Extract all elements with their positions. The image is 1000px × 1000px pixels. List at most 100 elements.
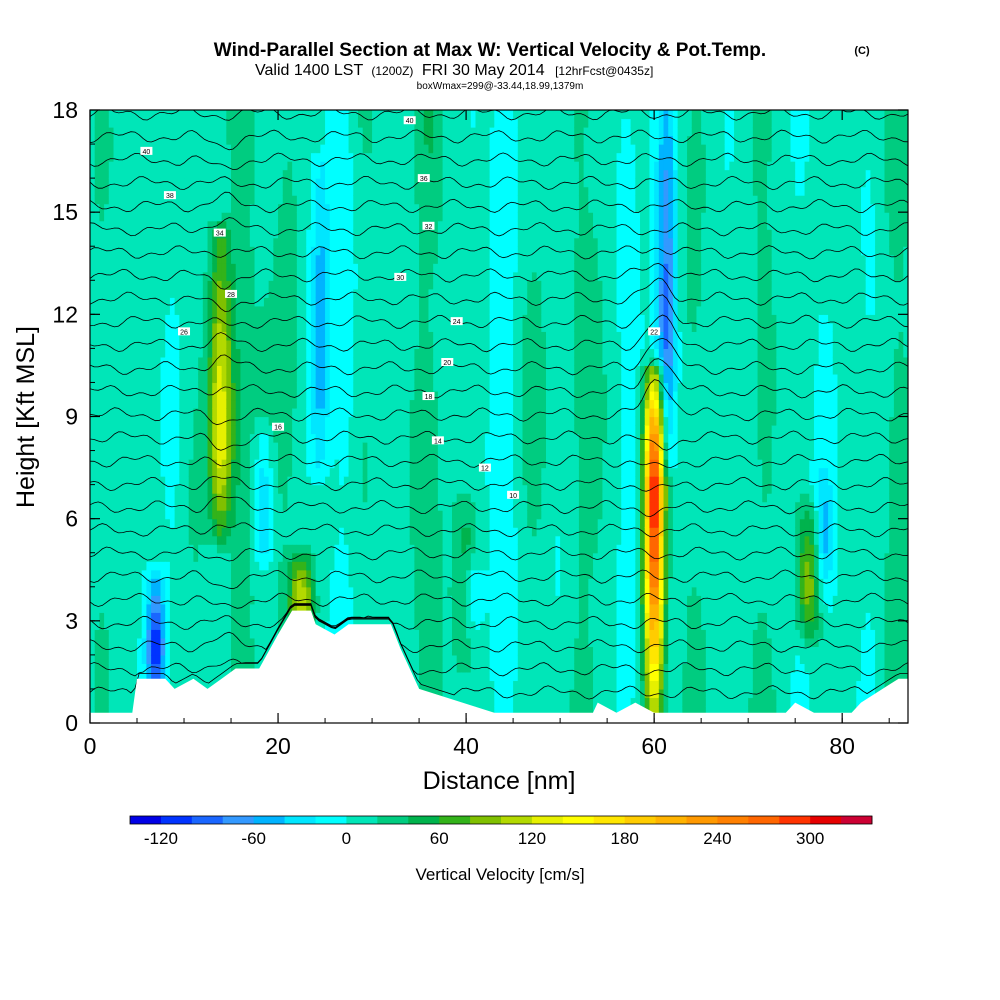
heat-cell <box>386 305 392 315</box>
heat-cell <box>395 263 401 273</box>
heat-cell <box>282 365 289 375</box>
heat-cell <box>282 407 289 418</box>
heat-cell <box>287 544 293 554</box>
heat-cell <box>202 305 209 315</box>
heat-cell <box>122 254 129 264</box>
heat-cell <box>268 110 274 120</box>
heat-cell <box>188 459 195 469</box>
heat-cell <box>108 212 115 222</box>
heat-cell <box>254 254 260 264</box>
heat-cell <box>104 161 110 171</box>
heat-cell <box>306 586 312 596</box>
heat-cell <box>231 407 237 418</box>
heat-cell <box>118 476 124 486</box>
heat-cell <box>165 433 171 443</box>
heat-cell <box>207 220 213 230</box>
heat-cell <box>339 305 345 315</box>
heat-cell <box>207 518 213 528</box>
heat-cell <box>395 586 401 596</box>
heat-cell <box>367 527 373 537</box>
heat-cell <box>362 305 368 315</box>
heat-cell <box>235 314 242 324</box>
heat-cell <box>357 348 364 358</box>
heat-cell <box>212 161 218 171</box>
heat-cell <box>310 484 317 494</box>
heat-cell <box>320 212 326 222</box>
heat-cell <box>376 203 383 213</box>
heat-cell <box>235 365 242 375</box>
heat-cell <box>381 373 387 384</box>
heat-cell <box>216 433 223 443</box>
heat-cell <box>99 407 105 418</box>
heat-cell <box>240 612 246 622</box>
heat-cell <box>184 135 190 145</box>
heat-cell <box>122 135 129 145</box>
heat-cell <box>90 688 96 699</box>
heat-cell <box>315 305 321 315</box>
heat-cell <box>104 118 110 128</box>
heat-cell <box>108 288 115 298</box>
heat-cell <box>90 127 96 137</box>
heat-cell <box>113 314 119 324</box>
heat-cell <box>108 365 115 375</box>
heat-cell <box>122 263 129 273</box>
heat-cell <box>113 305 119 315</box>
heat-cell <box>409 578 415 588</box>
heat-cell <box>292 373 298 384</box>
heat-cell <box>278 612 284 622</box>
heat-cell <box>198 442 204 452</box>
heat-cell <box>118 110 124 120</box>
heat-cell <box>292 331 298 341</box>
heat-cell <box>90 365 96 375</box>
heat-cell <box>249 603 256 613</box>
heat-cell <box>132 467 138 477</box>
heat-cell <box>221 212 227 222</box>
heat-cell <box>202 280 209 290</box>
heat-cell <box>339 178 345 188</box>
heat-cell <box>325 127 331 137</box>
heat-cell <box>118 118 124 128</box>
heat-cell <box>301 254 307 264</box>
heat-cell <box>108 169 115 179</box>
heat-cell <box>184 578 190 588</box>
heat-cell <box>108 680 115 690</box>
heat-cell <box>320 442 326 452</box>
heat-cell <box>329 433 336 443</box>
heat-cell <box>240 254 246 264</box>
heat-cell <box>146 110 152 120</box>
heat-cell <box>174 195 180 205</box>
heat-cell <box>165 544 171 554</box>
heat-cell <box>212 254 218 264</box>
heat-cell <box>315 118 321 128</box>
heat-cell <box>268 178 274 188</box>
heat-cell <box>414 595 420 605</box>
heat-cell <box>390 373 397 384</box>
heat-cell <box>141 425 148 435</box>
heat-cell <box>404 425 411 435</box>
heat-cell <box>160 365 166 375</box>
heat-cell <box>292 118 298 128</box>
heat-cell <box>132 433 138 443</box>
heat-cell <box>301 144 307 154</box>
heat-cell <box>151 603 157 613</box>
heat-cell <box>381 314 387 324</box>
heat-cell <box>353 459 359 469</box>
heat-cell <box>296 135 303 145</box>
heat-cell <box>212 603 218 613</box>
heat-cell <box>296 322 303 332</box>
heat-cell <box>146 450 152 460</box>
heat-cell <box>306 271 312 281</box>
heat-cell <box>278 246 284 256</box>
heat-cell <box>90 654 96 664</box>
heat-cell <box>381 356 387 367</box>
heat-cell <box>184 390 190 401</box>
heat-cell <box>99 501 105 511</box>
heat-cell <box>296 229 303 239</box>
heat-cell <box>141 484 148 494</box>
heat-cell <box>273 178 279 188</box>
heat-cell <box>184 186 190 196</box>
heat-cell <box>404 110 411 120</box>
heat-cell <box>127 535 133 545</box>
heat-cell <box>334 229 340 239</box>
heat-cell <box>362 442 368 452</box>
